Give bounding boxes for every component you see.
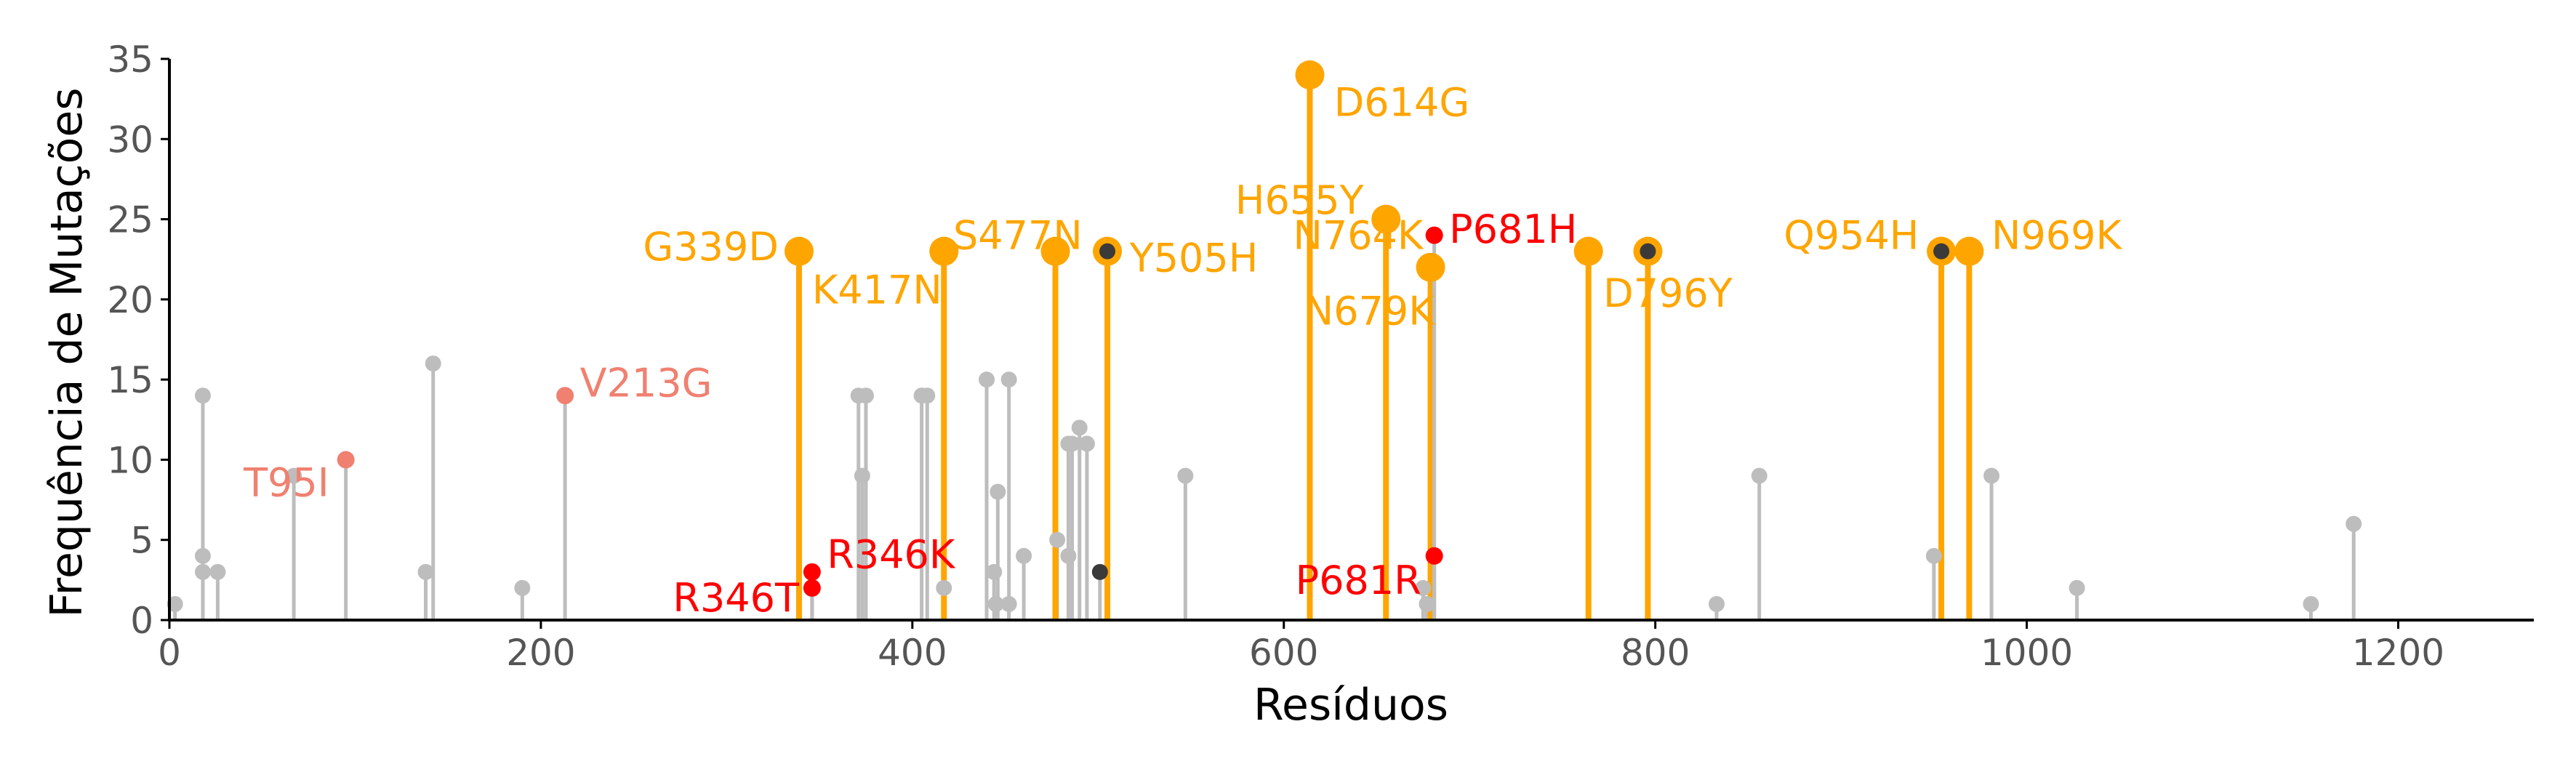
ticks-layer: 0 200 400 600 800 1000 1200 0 5 10 15 20 25 30 35 [107,39,2444,674]
background-point [2346,515,2362,532]
frequent-point [785,236,814,266]
background-point [857,387,874,404]
highlight-mutation-label: R346K [827,532,956,578]
frequent-inner-marker [1933,243,1950,260]
background-point [990,483,1006,500]
background-point [1000,595,1017,612]
points-layer [166,60,2362,612]
y-tick-label: 20 [107,279,153,321]
y-tick-label: 0 [130,600,153,642]
background-point [1078,435,1095,452]
background-point [1708,595,1725,612]
frequent-inner-marker [1640,243,1656,260]
frequent-mutation-label: N764K [1293,213,1424,259]
frequent-mutation-label: G339D [643,224,779,270]
frequent-point [1040,236,1070,266]
background-point [1983,467,2000,484]
background-point [166,595,183,612]
frequent-mutation-label: H655Y [1235,177,1365,223]
frequent-point [1573,236,1603,266]
background-point [979,371,995,388]
background-point [1060,547,1077,564]
highlight-point [1425,547,1443,565]
frequent-point [1295,60,1325,90]
background-point [1071,419,1088,436]
frequent-mutation-label: N679K [1304,288,1435,334]
axes-layer [168,59,2534,622]
background-point [1000,371,1017,388]
frequent-mutation-label: D614G [1334,80,1470,126]
x-tick-label: 1000 [1981,632,2073,674]
frequent-mutation-label: N969K [1991,213,2122,259]
frequent-mutation-label: D796Y [1603,270,1733,316]
stems-layer [173,75,2356,620]
highlight-point [803,563,821,581]
frequent-mutation-label: Y505H [1129,236,1259,281]
background-point [1419,595,1435,612]
y-tick-label: 30 [107,118,153,161]
y-tick-label: 35 [107,39,153,81]
background-point [986,563,1003,580]
highlight-mutation-label: P681R [1296,558,1421,603]
highlight-point [1425,226,1443,244]
dark-point [1091,563,1108,580]
frequent-point [929,236,959,266]
x-tick-label: 1200 [2352,632,2444,674]
background-point [194,563,211,580]
highlight-mutation-label: R346T [673,575,800,621]
background-point [194,547,211,564]
frequent-inner-marker [1099,243,1116,260]
y-tick-label: 15 [107,359,153,401]
y-tick-label: 25 [107,199,153,241]
background-point [1925,547,1942,564]
x-tick-label: 800 [1621,632,1690,674]
background-point [194,387,211,404]
x-tick-label: 600 [1249,632,1318,674]
background-point [854,467,870,484]
y-tick-label: 10 [107,439,153,481]
x-axis-title: Resíduos [1253,680,1448,731]
frequent-point [1416,252,1445,282]
background-point [919,387,936,404]
background-point [1016,547,1032,564]
highlight-point [556,387,574,405]
background-point [1415,579,1432,596]
highlight-point [803,579,821,597]
background-point [1064,435,1080,452]
background-point [2069,579,2085,596]
background-point [417,563,434,580]
y-axis-title: Frequência de Mutações [41,88,92,618]
frequent-mutation-label: S477N [953,213,1083,259]
background-point [209,563,226,580]
frequent-mutation-label: K417N [812,268,942,313]
highlight-mutation-label: T95I [243,459,329,505]
background-point [425,355,441,372]
background-point [987,595,1004,612]
x-tick-label: 0 [158,632,181,674]
background-point [514,579,531,596]
x-tick-label: 200 [506,632,575,674]
background-point [1177,467,1194,484]
background-point [286,467,302,484]
highlight-point [337,451,355,469]
background-point [2303,595,2319,612]
highlight-mutation-label: P681H [1449,206,1577,252]
y-tick-label: 5 [130,520,153,562]
frequent-mutation-label: Q954H [1783,213,1919,259]
background-point [936,579,952,596]
frequent-point [1371,204,1401,234]
background-point [1751,467,1768,484]
highlight-mutation-label: V213G [580,361,713,406]
background-point [1049,531,1066,548]
x-tick-label: 400 [878,632,947,674]
frequent-point [1954,236,1984,266]
